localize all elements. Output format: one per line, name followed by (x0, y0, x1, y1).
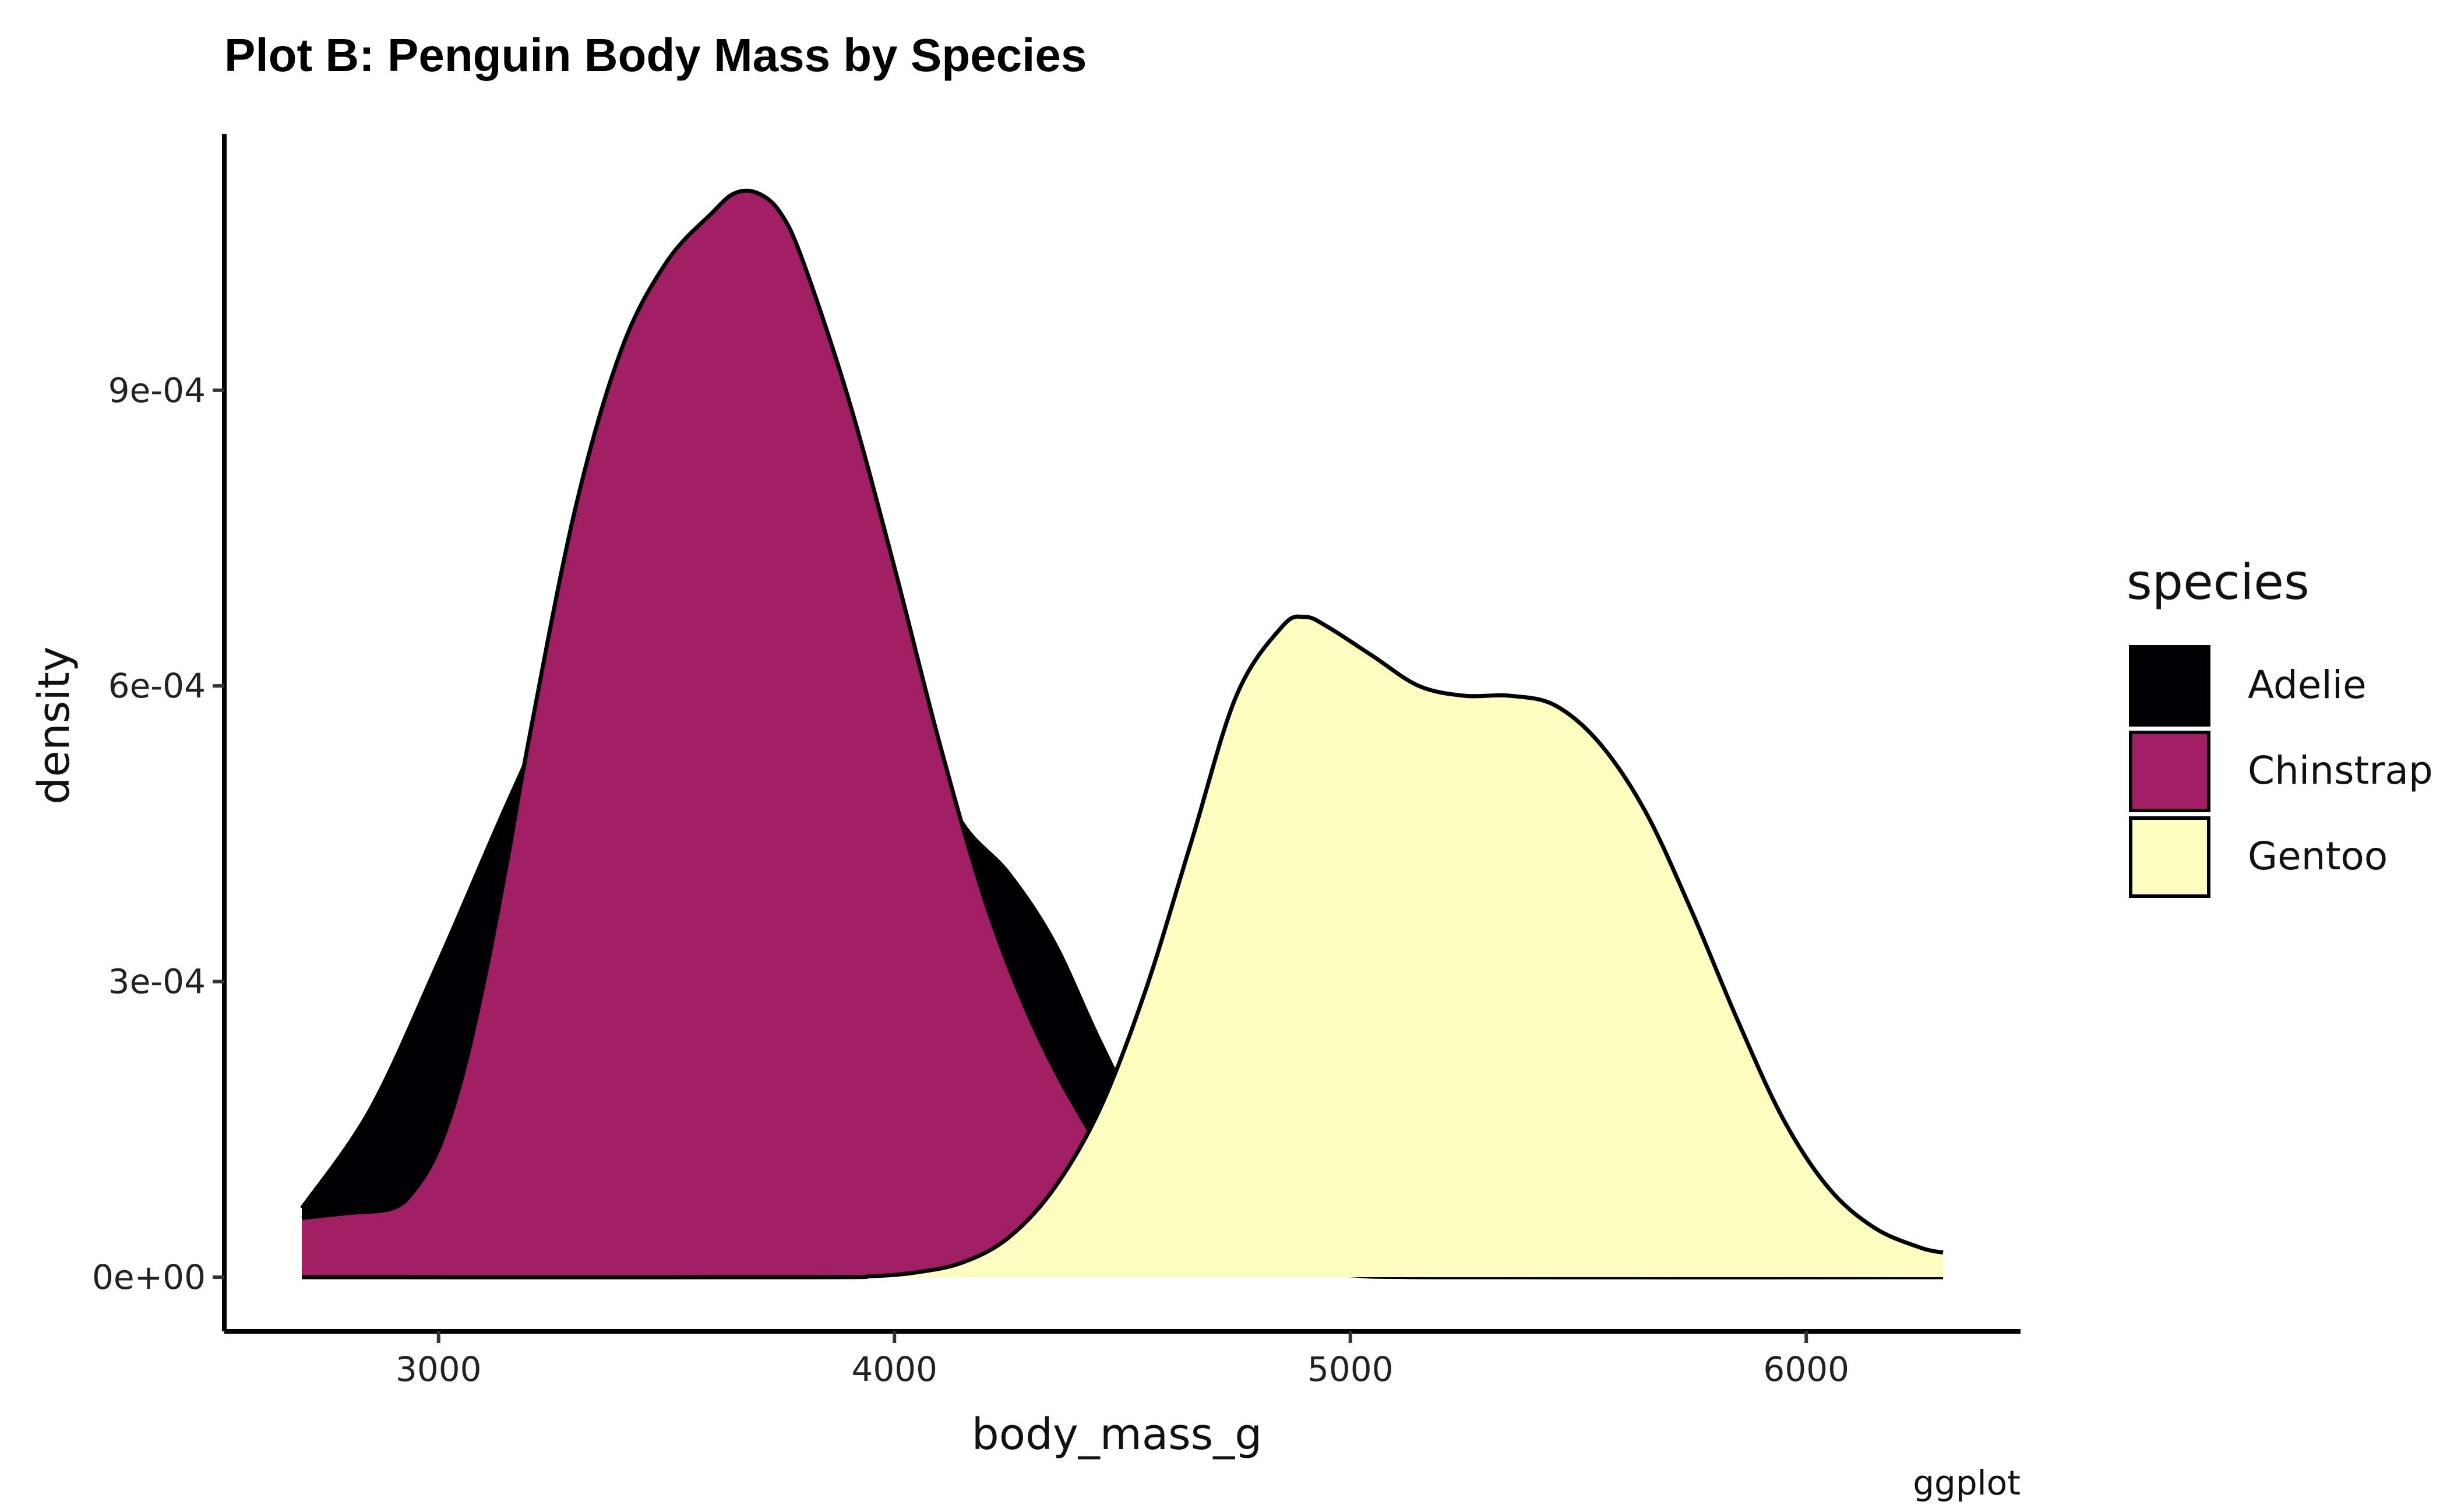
legend-label-chinstrap: Chinstrap (2248, 748, 2433, 793)
legend-key-adelie (2129, 645, 2210, 727)
density-area-chinstrap (302, 191, 1943, 1278)
legend-label-adelie: Adelie (2248, 662, 2367, 707)
x-tick-label: 3000 (396, 1349, 482, 1389)
x-tick-label: 4000 (851, 1349, 937, 1389)
density-areas (300, 188, 1944, 1280)
legend: species Adelie Chinstrap Gentoo (2127, 554, 2433, 898)
y-tick-label: 9e-04 (108, 371, 206, 410)
x-tick-label: 6000 (1763, 1349, 1849, 1389)
legend-key-gentoo (2129, 816, 2210, 898)
legend-label-gentoo: Gentoo (2248, 834, 2388, 879)
caption: ggplot (1913, 1463, 2021, 1503)
legend-title: species (2127, 554, 2310, 611)
density-area-gentoo (302, 616, 1943, 1278)
y-axis-title: density (29, 646, 79, 804)
y-tick-label: 6e-04 (108, 666, 206, 706)
x-tick-label: 5000 (1307, 1349, 1394, 1389)
y-tick-label: 3e-04 (108, 962, 206, 1002)
axes: 3000 4000 5000 6000 0e+00 3e-04 6e-04 9e-04 (92, 134, 2021, 1389)
y-tick-label: 0e+00 (92, 1257, 206, 1297)
density-outline-gentoo (301, 614, 1944, 1280)
legend-key-chinstrap (2129, 731, 2210, 812)
x-axis-title: body_mass_g (972, 1409, 1263, 1460)
chart-title: Plot B: Penguin Body Mass by Species (224, 29, 1087, 81)
